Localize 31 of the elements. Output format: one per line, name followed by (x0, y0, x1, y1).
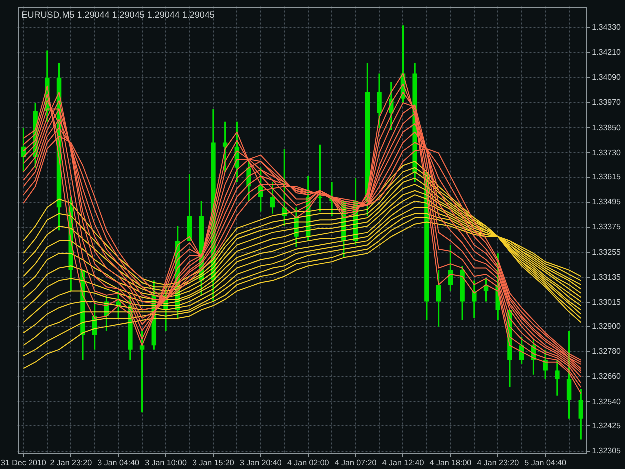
x-tick-label: 4 Jan 18:00 (430, 458, 472, 468)
y-tick-label: 1.32425 (592, 421, 622, 430)
x-tick-label: 3 Jan 15:20 (192, 458, 235, 468)
x-tick-label: 2 Jan 23:20 (50, 458, 93, 468)
x-tick-label: 3 Jan 04:40 (98, 458, 140, 468)
x-tick-label: 5 Jan 04:40 (524, 458, 568, 468)
y-tick-label: 1.33615 (592, 172, 622, 182)
y-tick-label: 1.33850 (592, 123, 622, 132)
y-tick-label: 1.33135 (592, 272, 622, 282)
chart-title: EURUSD,M5 1.29044 1.29045 1.29044 1.29045 (22, 10, 215, 21)
y-tick-label: 1.32305 (592, 446, 622, 456)
y-tick-label: 1.33970 (592, 98, 622, 108)
x-tick-label: 31 Dec 2010 (0, 458, 47, 468)
y-tick-label: 1.32780 (592, 347, 622, 356)
y-tick-label: 1.33015 (592, 298, 622, 307)
y-tick-label: 1.33730 (592, 148, 622, 158)
y-tick-label: 1.32660 (592, 372, 622, 382)
y-tick-label: 1.32540 (592, 397, 622, 406)
y-tick-label: 1.33495 (592, 198, 622, 207)
y-tick-label: 1.34210 (592, 48, 622, 58)
x-tick-label: 4 Jan 23:20 (477, 458, 520, 468)
y-tick-label: 1.34330 (592, 22, 622, 32)
x-tick-label: 4 Jan 07:20 (334, 458, 378, 468)
y-tick-label: 1.32900 (592, 322, 622, 332)
x-tick-label: 3 Jan 10:00 (145, 458, 188, 468)
y-tick-label: 1.33375 (592, 222, 622, 232)
x-tick-label: 4 Jan 12:40 (382, 458, 425, 468)
x-tick-label: 4 Jan 02:00 (287, 458, 330, 468)
y-tick-label: 1.34090 (592, 73, 622, 82)
y-tick-label: 1.33255 (592, 248, 622, 257)
x-tick-label: 3 Jan 20:40 (240, 458, 282, 468)
